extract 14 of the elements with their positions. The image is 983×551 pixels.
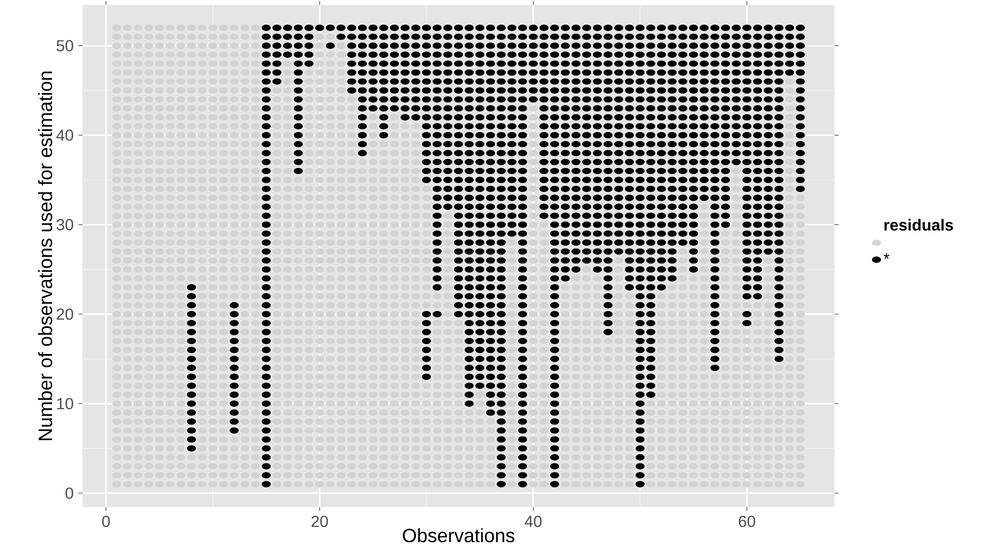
y-tick-label: 10 [57, 398, 74, 410]
y-tick-label: 30 [56, 219, 74, 230]
x-tick-label: 40 [524, 516, 542, 528]
y-tick-label: 50 [56, 40, 74, 52]
x-axis-title: Observations [402, 528, 514, 542]
x-tick-label: 60 [738, 516, 756, 528]
y-tick-label: 40 [56, 130, 74, 141]
y-tick-label: 20 [56, 308, 74, 320]
y-axis-title: Number of observations used for estimation [38, 72, 52, 440]
x-tick-label: 0 [102, 516, 110, 528]
y-tick-label: 0 [66, 487, 74, 499]
x-tick-label: 20 [312, 516, 328, 528]
legend-label: * [884, 253, 890, 259]
legend-title: residuals [884, 218, 954, 231]
